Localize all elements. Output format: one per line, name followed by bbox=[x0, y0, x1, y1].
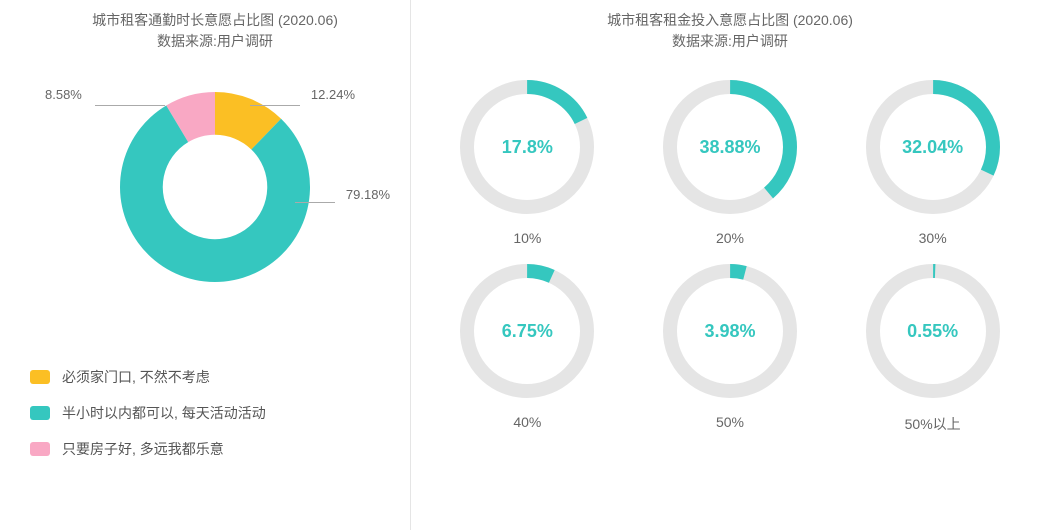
donut-chart: 8.58% 12.24% 79.18% bbox=[45, 77, 385, 337]
donut-svg bbox=[105, 77, 325, 297]
gauge-caption-0: 10% bbox=[441, 230, 614, 246]
donut-leader-yellow bbox=[250, 105, 300, 106]
legend-item-1: 半小时以内都可以, 每天活动活动 bbox=[30, 403, 400, 423]
legend-item-2: 只要房子好, 多远我都乐意 bbox=[30, 439, 400, 459]
right-chart-title: 城市租客租金投入意愿占比图 (2020.06) 数据来源:用户调研 bbox=[441, 10, 1019, 52]
gauge-3: 6.75% 40% bbox=[441, 256, 614, 434]
gauge-caption-1: 20% bbox=[644, 230, 817, 246]
legend-item-0: 必须家门口, 不然不考虑 bbox=[30, 367, 400, 387]
gauge-ring-4: 3.98% bbox=[655, 256, 805, 406]
legend-label-2: 只要房子好, 多远我都乐意 bbox=[62, 439, 224, 459]
gauge-ring-0: 17.8% bbox=[452, 72, 602, 222]
gauge-ring-1: 38.88% bbox=[655, 72, 805, 222]
gauge-caption-3: 40% bbox=[441, 414, 614, 430]
legend-swatch-0 bbox=[30, 370, 50, 384]
gauge-ring-3: 6.75% bbox=[452, 256, 602, 406]
donut-label-pink: 8.58% bbox=[45, 87, 82, 102]
legend-label-0: 必须家门口, 不然不考虑 bbox=[62, 367, 210, 387]
gauge-value-1: 38.88% bbox=[655, 72, 805, 222]
gauge-value-3: 6.75% bbox=[452, 256, 602, 406]
gauge-value-5: 0.55% bbox=[858, 256, 1008, 406]
legend-swatch-2 bbox=[30, 442, 50, 456]
gauge-value-2: 32.04% bbox=[858, 72, 1008, 222]
gauge-1: 38.88% 20% bbox=[644, 72, 817, 246]
donut-label-teal: 79.18% bbox=[346, 187, 390, 202]
left-chart-title: 城市租客通勤时长意愿占比图 (2020.06) 数据来源:用户调研 bbox=[30, 10, 400, 52]
left-panel: 城市租客通勤时长意愿占比图 (2020.06) 数据来源:用户调研 8.58% … bbox=[0, 0, 400, 530]
gauge-value-0: 17.8% bbox=[452, 72, 602, 222]
gauge-ring-5: 0.55% bbox=[858, 256, 1008, 406]
right-title-line2: 数据来源:用户调研 bbox=[441, 31, 1019, 52]
legend-label-1: 半小时以内都可以, 每天活动活动 bbox=[62, 403, 266, 423]
gauge-ring-2: 32.04% bbox=[858, 72, 1008, 222]
gauge-caption-5: 50%以上 bbox=[846, 414, 1019, 434]
right-title-line1: 城市租客租金投入意愿占比图 (2020.06) bbox=[441, 10, 1019, 31]
gauge-0: 17.8% 10% bbox=[441, 72, 614, 246]
left-title-line2: 数据来源:用户调研 bbox=[30, 31, 400, 52]
gauge-caption-2: 30% bbox=[846, 230, 1019, 246]
donut-leader-teal bbox=[295, 202, 335, 203]
gauge-5: 0.55% 50%以上 bbox=[846, 256, 1019, 434]
donut-leader-pink bbox=[95, 105, 165, 106]
gauge-value-4: 3.98% bbox=[655, 256, 805, 406]
gauge-2: 32.04% 30% bbox=[846, 72, 1019, 246]
left-title-line1: 城市租客通勤时长意愿占比图 (2020.06) bbox=[30, 10, 400, 31]
legend-swatch-1 bbox=[30, 406, 50, 420]
right-panel: 城市租客租金投入意愿占比图 (2020.06) 数据来源:用户调研 17.8%1… bbox=[410, 0, 1039, 530]
gauge-4: 3.98% 50% bbox=[644, 256, 817, 434]
gauge-caption-4: 50% bbox=[644, 414, 817, 430]
legend: 必须家门口, 不然不考虑 半小时以内都可以, 每天活动活动 只要房子好, 多远我… bbox=[30, 367, 400, 459]
gauge-grid: 17.8% 10% 38.88% 20% 32.04% 30% 6.75% 40% 3.98% 5… bbox=[441, 72, 1019, 434]
donut-label-yellow: 12.24% bbox=[311, 87, 355, 102]
